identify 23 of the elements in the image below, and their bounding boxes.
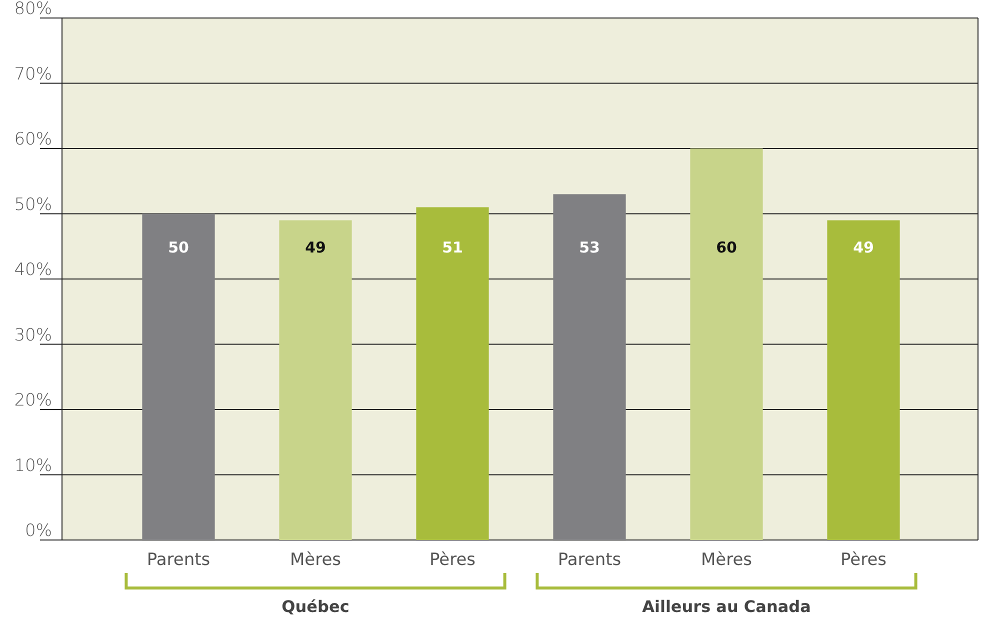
x-tick-label: Mères: [290, 550, 342, 570]
data-label: 60: [716, 238, 737, 256]
x-tick-label: Pères: [840, 550, 887, 570]
y-tick-label: 30%: [14, 325, 52, 346]
data-label: 51: [442, 238, 463, 256]
data-label: 49: [853, 238, 874, 256]
data-label: 53: [579, 238, 600, 256]
x-tick-label: Pères: [429, 550, 476, 570]
y-tick-label: 70%: [14, 64, 52, 84]
text: Ailleurs au Canada: [642, 597, 811, 616]
data-label: 50: [168, 238, 189, 256]
data-label: 49: [305, 238, 326, 256]
x-tick-label: Parents: [558, 550, 622, 570]
x-tick-label: Parents: [146, 550, 210, 570]
y-tick-label: 60%: [14, 130, 52, 150]
y-tick-label: 80%: [14, 0, 52, 19]
y-tick-label: 20%: [14, 390, 52, 410]
y-tick-label: 10%: [14, 456, 52, 476]
y-tick-label: 40%: [14, 260, 52, 280]
text: Québec: [282, 597, 350, 616]
y-tick-label: 50%: [14, 194, 52, 215]
x-tick-label: Mères: [700, 550, 752, 570]
y-tick-label: 0%: [25, 521, 52, 541]
